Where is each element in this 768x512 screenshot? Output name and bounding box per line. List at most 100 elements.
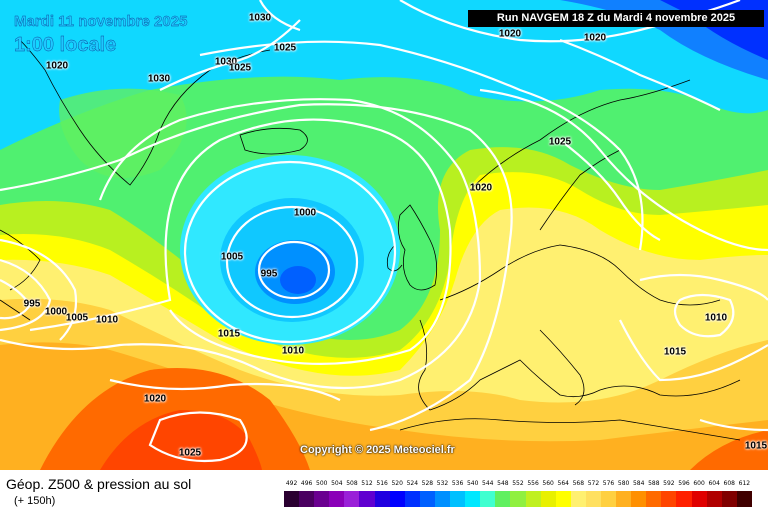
isobar-1015-east (619, 273, 768, 382)
isobar-1020-east (479, 88, 768, 252)
z500-band-deep-red-se (690, 430, 768, 470)
scale-tick-label: 528 (421, 480, 434, 487)
scale-swatch (314, 491, 330, 507)
isobar-label: 1025 (273, 42, 297, 54)
scale-tick-label: 588 (648, 480, 660, 487)
scale-tick-label: 548 (497, 480, 509, 487)
scale-tick-label: 524 (406, 480, 419, 487)
scale-tick-label: 500 (316, 480, 328, 487)
iceland-coast (239, 127, 308, 155)
scale-swatch (389, 491, 405, 507)
scale-tick-label: 564 (557, 480, 569, 487)
z500-band-red (100, 410, 262, 470)
scale-swatch (465, 491, 481, 507)
scale-swatch (419, 491, 435, 507)
scale-tick-label: 552 (512, 480, 524, 487)
weather-map (0, 0, 768, 470)
scale-tick-label: 496 (300, 480, 313, 487)
scale-tick-label: 556 (527, 480, 539, 487)
color-scale-labels: 492 496 500 504 508 512 516 520 524 528 532 536 540 5… (284, 480, 752, 490)
scale-tick-label: 600 (693, 480, 705, 487)
scale-swatch (691, 491, 707, 507)
scale-tick-label: 580 (617, 480, 630, 487)
isobar-1000 (225, 205, 359, 319)
scale-swatch (299, 491, 315, 507)
scale-tick-label: 612 (738, 480, 751, 487)
scale-swatch (480, 491, 496, 507)
scale-swatch (344, 491, 360, 507)
isobar-west-995 (0, 279, 32, 320)
north-africa-coast (399, 418, 741, 441)
scale-swatch (540, 491, 556, 507)
scale-swatch (721, 491, 737, 507)
canada-coast (0, 229, 41, 321)
isobar-label: 1020 (469, 182, 493, 194)
forecast-date: Mardi 11 novembre 2025 (14, 13, 188, 30)
isobar-label: 1020 (498, 28, 522, 40)
isobar-label: 1005 (65, 312, 89, 324)
scale-swatch (616, 491, 632, 507)
scale-tick-label: 512 (361, 480, 373, 487)
scale-swatch (329, 491, 345, 507)
scale-tick-label: 592 (663, 480, 675, 487)
chart-variable-title: Géop. Z500 & pression au sol (6, 476, 192, 492)
isobar-label: 1025 (228, 62, 252, 74)
british-isles-coast (386, 204, 438, 291)
isobar-west-1005 (0, 238, 78, 341)
isobar-1015-se (699, 418, 768, 432)
forecast-lead-time: (+ 150h) (14, 495, 56, 507)
scale-tick-label: 520 (391, 480, 403, 487)
scale-swatch (284, 491, 300, 507)
forecast-time: 1:00 locale (14, 34, 117, 56)
isobar-label: 1005 (220, 251, 244, 263)
isobar-label: 1025 (548, 136, 572, 148)
scale-tick-label: 584 (632, 480, 645, 487)
scale-swatch (736, 491, 752, 507)
color-scale-legend: 492 496 500 504 508 512 516 520 524 528 532 536 540 5… (284, 480, 752, 510)
scale-swatch (495, 491, 511, 507)
isobar-label: 1015 (744, 440, 768, 452)
scale-swatch (585, 491, 601, 507)
scale-tick-label: 596 (678, 480, 690, 487)
isobars (0, 0, 768, 463)
isobar-1015 (0, 98, 482, 390)
scale-tick-label: 560 (542, 480, 554, 487)
coastlines (0, 37, 741, 441)
scale-swatch (646, 491, 662, 507)
isobar-label: 1020 (143, 393, 167, 405)
isobar-label: 1030 (214, 56, 238, 68)
copyright-notice: Copyright © 2025 Meteociel.fr (300, 444, 455, 456)
scale-tick-label: 504 (331, 480, 343, 487)
scale-swatch (434, 491, 451, 507)
scale-tick-label: 608 (723, 480, 735, 487)
run-info-banner: Run NAVGEM 18 Z du Mardi 4 novembre 2025 (468, 10, 764, 27)
isobar-1005 (183, 160, 397, 344)
isobar-1030 (159, 0, 301, 91)
low-ring-4 (280, 266, 316, 294)
scale-tick-label: 536 (451, 480, 464, 487)
scale-swatch (450, 491, 466, 507)
italy-coast (539, 329, 585, 406)
europe-coast (418, 244, 741, 411)
scale-swatch (706, 491, 722, 507)
scale-swatch (570, 491, 586, 507)
isobar-label: 1020 (45, 60, 69, 72)
isobar-1010 (29, 118, 452, 365)
scale-swatch (676, 491, 692, 507)
greenland-high (59, 88, 187, 178)
isobar-label: 1010 (95, 314, 119, 326)
scale-swatch (631, 491, 647, 507)
isobar-west-1000 (0, 258, 52, 332)
scale-tick-label: 516 (376, 480, 388, 487)
scandinavia-coast (469, 79, 691, 231)
scale-swatch (525, 491, 541, 507)
isobar-label: 1015 (663, 346, 687, 358)
scale-swatch (600, 491, 617, 507)
color-scale-bar (284, 491, 752, 507)
scale-tick-label: 568 (572, 480, 585, 487)
isobar-1020 (0, 103, 513, 432)
isobar-label: 1010 (704, 312, 728, 324)
isobar-label: 995 (260, 268, 278, 280)
isobar-1010-east (673, 293, 735, 338)
scale-tick-label: 532 (436, 480, 449, 487)
